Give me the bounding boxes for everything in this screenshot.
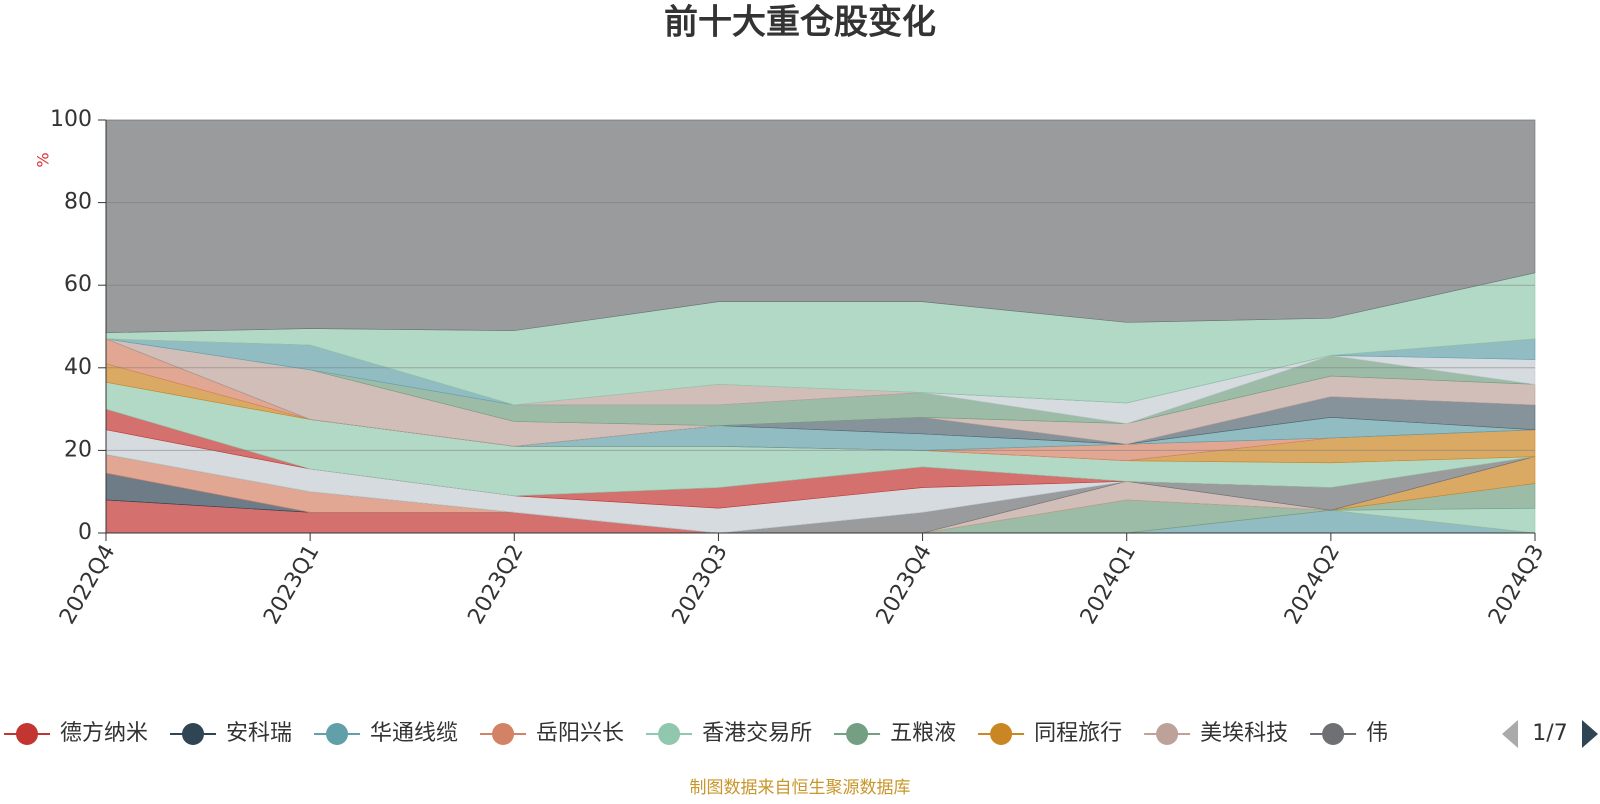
y-tick-label: 60 (64, 272, 92, 297)
x-tick-label: 2022Q4 (55, 541, 120, 629)
legend-label: 同程旅行 (1034, 721, 1122, 746)
x-tick-label: 2023Q4 (872, 541, 937, 629)
legend-next[interactable] (1582, 720, 1598, 748)
x-tick-label: 2024Q3 (1484, 541, 1549, 629)
legend-marker (658, 723, 681, 745)
y-tick-label: 80 (64, 190, 92, 215)
legend-label: 安科瑞 (226, 721, 292, 746)
legend-marker (846, 723, 869, 745)
legend-label: 华通线缆 (370, 721, 458, 746)
x-tick-label: 2023Q2 (463, 541, 528, 629)
footer: 制图数据来自恒生聚源数据库 (690, 778, 911, 798)
area (105, 119, 1536, 334)
x-tick-label: 2023Q1 (259, 541, 324, 629)
legend-page: 1/7 (1532, 721, 1567, 746)
y-tick-label: 100 (50, 107, 92, 132)
legend-label: 五粮液 (890, 721, 956, 746)
legend-label: 香港交易所 (702, 721, 812, 746)
x-tick-label: 2024Q2 (1280, 541, 1345, 629)
legend-marker (182, 723, 205, 745)
y-tick-label: 40 (64, 355, 92, 380)
x-tick-label: 2024Q1 (1076, 541, 1141, 629)
y-axis-label: % (34, 152, 53, 167)
legend-marker (1156, 723, 1179, 745)
legend-label: 伟 (1366, 721, 1388, 746)
legend-marker (990, 723, 1013, 745)
legend-label: 美埃科技 (1200, 721, 1288, 746)
legend-label: 德方纳米 (60, 721, 148, 746)
legend-label: 岳阳兴长 (536, 721, 624, 746)
y-tick-label: 20 (64, 437, 92, 462)
legend-marker (492, 723, 515, 745)
legend-marker (1322, 723, 1345, 745)
legend-marker (16, 723, 38, 745)
legend-prev (1502, 720, 1518, 748)
chart-title: 前十大重仓股变化 (664, 3, 936, 43)
legend-marker (326, 723, 349, 745)
x-tick-label: 2023Q3 (668, 541, 733, 629)
y-tick-label: 0 (78, 520, 92, 545)
